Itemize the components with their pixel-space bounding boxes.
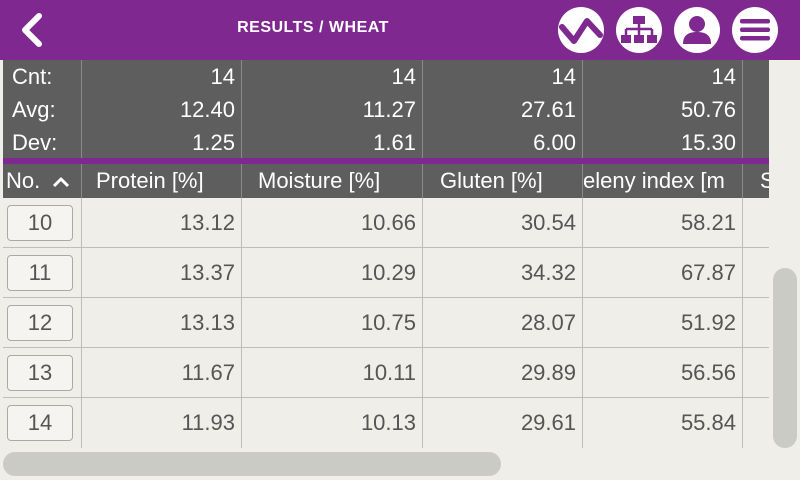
vertical-scrollbar[interactable]: [773, 268, 797, 448]
column-divider: [582, 164, 583, 198]
count-label: Cnt:: [12, 64, 53, 89]
header-separator: [3, 158, 769, 164]
zeleny-deviation: 15.30: [680, 130, 736, 155]
sample-number-button[interactable]: 11: [7, 255, 73, 291]
gluten-value: 29.61: [520, 410, 576, 435]
column-divider: [582, 60, 583, 158]
row-divider: [3, 247, 769, 248]
sample-number-button[interactable]: 10: [7, 205, 73, 241]
protein-count: 14: [210, 64, 235, 89]
column-divider: [241, 198, 242, 448]
row-divider: [3, 297, 769, 298]
network-tree-icon: [621, 16, 657, 43]
column-divider: [241, 60, 242, 158]
gluten-deviation: 6.00: [533, 130, 576, 155]
table-row[interactable]: 14 11.93 10.13 29.61 55.84: [3, 398, 769, 448]
header-gluten[interactable]: Gluten [%]: [440, 168, 543, 193]
table-row[interactable]: 12 13.13 10.75 28.07 51.92: [3, 298, 769, 348]
back-arrow-icon: [22, 13, 42, 47]
moisture-deviation: 1.61: [373, 130, 416, 155]
column-divider: [81, 198, 82, 448]
column-divider: [582, 198, 583, 448]
gluten-value: 34.32: [520, 260, 576, 285]
row-divider: [3, 397, 769, 398]
sample-number-button[interactable]: 12: [7, 305, 73, 341]
moisture-value: 10.75: [360, 310, 416, 335]
gluten-value: 28.07: [520, 310, 576, 335]
moisture-average: 11.27: [362, 97, 416, 122]
protein-deviation: 1.25: [192, 130, 235, 155]
moisture-value: 10.66: [360, 210, 416, 235]
user-icon: [683, 16, 711, 44]
top-bar: RESULTS / WHEAT: [0, 0, 800, 60]
column-divider: [422, 164, 423, 198]
zeleny-value: 56.56: [680, 360, 736, 385]
sample-number-button[interactable]: 14: [7, 405, 73, 441]
header-no[interactable]: No.: [6, 164, 81, 198]
zeleny-value: 55.84: [680, 410, 736, 435]
protein-value: 13.12: [179, 210, 235, 235]
protein-average: 12.40: [179, 97, 235, 122]
column-divider: [241, 164, 242, 198]
zeleny-average: 50.76: [680, 97, 736, 122]
protein-value: 11.93: [181, 410, 235, 435]
protein-value: 13.37: [179, 260, 235, 285]
user-button[interactable]: [674, 7, 720, 53]
header-protein[interactable]: Protein [%]: [96, 168, 204, 193]
column-divider: [81, 164, 82, 198]
table-row[interactable]: 10 13.12 10.66 30.54 58.21: [3, 198, 769, 248]
average-label: Avg:: [12, 97, 56, 122]
trend-button[interactable]: [558, 7, 604, 53]
zeleny-count: 14: [711, 64, 736, 89]
menu-icon: [740, 19, 770, 41]
header-moisture[interactable]: Moisture [%]: [258, 168, 381, 193]
header-no-label: No.: [6, 168, 41, 193]
trend-chart-icon: [559, 18, 603, 44]
zeleny-value: 58.21: [680, 210, 736, 235]
protein-value: 11.67: [181, 360, 235, 385]
column-divider: [742, 198, 743, 448]
zeleny-value: 51.92: [680, 310, 736, 335]
back-button[interactable]: [10, 8, 54, 52]
gluten-count: 14: [551, 64, 576, 89]
statistics-panel: Cnt: Avg: Dev: 14 12.40 1.25 14 11.27 1.…: [3, 60, 769, 158]
deviation-label: Dev:: [12, 130, 58, 155]
network-button[interactable]: [616, 7, 662, 53]
gluten-value: 30.54: [520, 210, 576, 235]
table-header: No. Protein [%] Moisture [%] Gluten [%] …: [3, 164, 769, 198]
horizontal-scrollbar[interactable]: [3, 452, 501, 476]
column-divider: [422, 198, 423, 448]
moisture-value: 10.29: [360, 260, 416, 285]
column-divider: [742, 60, 743, 158]
row-divider: [3, 347, 769, 348]
zeleny-value: 67.87: [680, 260, 736, 285]
column-divider: [742, 164, 743, 198]
gluten-value: 29.89: [520, 360, 576, 385]
column-divider: [81, 60, 82, 158]
menu-button[interactable]: [732, 7, 778, 53]
sample-number-button[interactable]: 13: [7, 355, 73, 391]
column-divider: [422, 60, 423, 158]
moisture-value: 10.11: [362, 360, 416, 385]
table-row[interactable]: 11 13.37 10.29 34.32 67.87: [3, 248, 769, 298]
moisture-value: 10.13: [360, 410, 416, 435]
gluten-average: 27.61: [520, 97, 576, 122]
protein-value: 13.13: [179, 310, 235, 335]
page-title: RESULTS / WHEAT: [237, 19, 389, 36]
results-table: 10 13.12 10.66 30.54 58.21 11 13.37 10.2…: [3, 198, 769, 448]
header-next-column[interactable]: S: [760, 168, 769, 193]
table-row[interactable]: 13 11.67 10.11 29.89 56.56: [3, 348, 769, 398]
chevron-up-icon: [53, 177, 70, 188]
moisture-count: 14: [391, 64, 416, 89]
header-zeleny[interactable]: eleny index [m: [583, 168, 725, 193]
